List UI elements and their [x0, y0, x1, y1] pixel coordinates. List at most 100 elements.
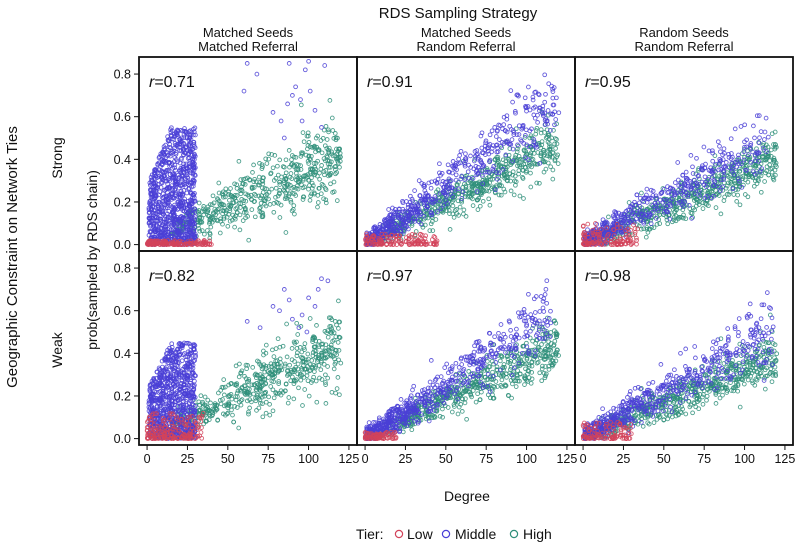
point-middle — [509, 137, 515, 142]
point-high — [337, 392, 342, 398]
point-high — [334, 146, 339, 152]
point-high — [531, 151, 537, 156]
point-high — [548, 164, 553, 170]
point-high — [282, 188, 287, 194]
point-middle — [453, 172, 459, 178]
point-high — [263, 195, 269, 201]
point-high — [534, 125, 540, 131]
point-high — [305, 133, 311, 139]
y-tick-label: 0.0 — [114, 238, 131, 252]
point-high — [541, 169, 547, 175]
point-high — [230, 200, 236, 206]
point-middle — [751, 123, 756, 129]
point-middle — [191, 144, 197, 149]
point-high — [271, 209, 277, 215]
point-middle — [192, 173, 198, 178]
point-high — [547, 154, 553, 160]
point-high — [552, 158, 558, 164]
point-middle — [738, 124, 744, 129]
point-high — [324, 137, 330, 142]
point-high — [527, 135, 533, 141]
point-middle — [166, 221, 171, 227]
point-high — [287, 182, 293, 188]
column-header-2-line-1: Matched Seeds — [421, 25, 512, 40]
point-middle — [148, 191, 154, 197]
point-high — [475, 207, 481, 212]
point-high — [514, 149, 520, 155]
point-high — [427, 228, 433, 233]
point-middle — [710, 150, 716, 156]
point-high — [236, 425, 242, 431]
point-high — [275, 336, 281, 342]
point-high — [245, 214, 250, 219]
point-high — [258, 205, 263, 210]
point-middle — [683, 169, 689, 175]
point-high — [430, 228, 436, 233]
point-middle — [187, 214, 192, 220]
point-middle — [178, 165, 184, 171]
point-low — [154, 241, 159, 247]
point-middle — [254, 71, 260, 77]
point-middle — [191, 206, 197, 212]
point-middle — [175, 181, 180, 187]
row-label-strong: Strong — [49, 137, 65, 178]
point-middle — [178, 188, 184, 194]
point-middle — [162, 219, 167, 225]
point-high — [319, 163, 324, 168]
point-middle — [634, 192, 640, 198]
point-high — [290, 374, 295, 380]
point-high — [429, 219, 435, 224]
point-high — [450, 199, 455, 204]
point-middle — [487, 132, 493, 138]
point-high — [236, 158, 242, 164]
point-middle — [752, 135, 757, 141]
point-high — [312, 164, 318, 170]
point-middle — [701, 144, 707, 150]
point-high — [238, 177, 244, 182]
point-low — [146, 239, 151, 245]
point-middle — [149, 215, 155, 221]
point-high — [236, 374, 242, 380]
point-high — [229, 407, 234, 413]
point-middle — [181, 208, 187, 214]
point-high — [332, 131, 338, 136]
point-high — [639, 190, 644, 196]
point-high — [298, 377, 304, 383]
point-high — [742, 192, 748, 197]
point-middle — [710, 158, 716, 164]
point-middle — [165, 203, 171, 208]
point-middle — [178, 219, 184, 225]
point-high — [302, 341, 308, 346]
point-middle — [515, 142, 520, 148]
point-high — [315, 158, 320, 164]
point-high — [326, 158, 332, 164]
point-middle — [302, 67, 308, 73]
point-high — [250, 170, 255, 175]
point-middle — [176, 175, 181, 181]
point-middle — [158, 174, 164, 180]
point-high — [323, 123, 329, 129]
point-high — [267, 401, 272, 407]
point-high — [309, 180, 315, 186]
point-high — [334, 198, 340, 203]
point-high — [237, 227, 243, 233]
point-high — [217, 230, 223, 236]
point-middle — [186, 216, 192, 222]
point-high — [323, 372, 328, 378]
point-high — [212, 217, 217, 223]
point-middle — [175, 132, 180, 137]
r-annotation: r=0.95 — [585, 74, 631, 91]
r-value: =0.95 — [590, 74, 631, 91]
point-high — [254, 408, 259, 413]
point-high — [513, 182, 518, 188]
point-high — [268, 171, 273, 177]
point-high — [545, 160, 551, 166]
point-middle — [177, 203, 183, 209]
r-annotation: r=0.91 — [367, 74, 413, 91]
point-middle — [173, 167, 178, 173]
point-high — [266, 196, 271, 202]
point-high — [513, 157, 519, 163]
point-high — [321, 196, 326, 202]
point-middle — [161, 144, 167, 149]
point-high — [651, 225, 657, 230]
